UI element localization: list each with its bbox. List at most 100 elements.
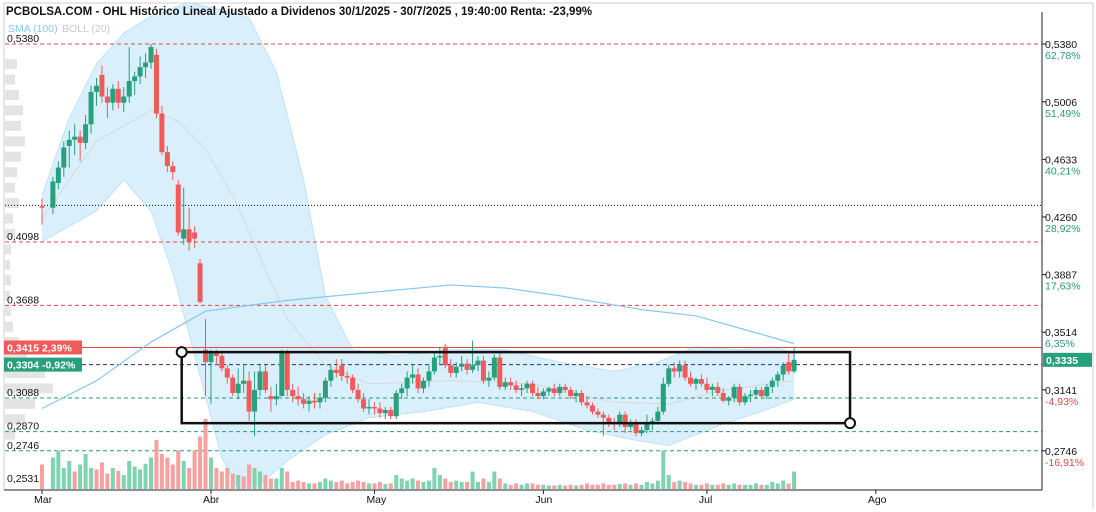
volume-bar (268, 478, 273, 489)
volume-bar (154, 440, 159, 489)
right-price-label: 0,3887 (1045, 270, 1077, 282)
volume-bar (764, 484, 769, 489)
candle-body (437, 355, 443, 358)
candle-body (333, 369, 339, 373)
volume-bar (585, 483, 589, 489)
candle-body (39, 206, 45, 208)
volume-profile-bar (5, 182, 15, 193)
candle-body (50, 181, 56, 208)
candle-body (764, 386, 770, 397)
volume-bar (699, 484, 704, 489)
candle-body (322, 380, 328, 398)
candle-body (164, 152, 170, 167)
candle-body (252, 389, 258, 412)
volume-bar (655, 480, 660, 489)
candle-body (497, 357, 503, 387)
candle-body (115, 88, 121, 103)
volume-bar (159, 454, 164, 489)
volume-bar (666, 475, 671, 489)
candle-body (431, 357, 437, 372)
candle-body (301, 399, 307, 404)
month-label: Ago (868, 494, 887, 506)
candle-body (769, 380, 775, 387)
volume-bar (416, 480, 421, 489)
volume-bar (644, 482, 649, 489)
volume-bar (426, 480, 431, 489)
candle-body (622, 414, 628, 428)
volume-bar (89, 468, 94, 489)
volume-bar (454, 480, 459, 489)
volume-bar (214, 468, 219, 489)
candle-body (355, 389, 361, 400)
volume-bar (557, 484, 562, 489)
candle-body (66, 139, 72, 146)
volume-profile-bar (5, 59, 17, 70)
volume-bar (50, 457, 55, 489)
candle-body (491, 357, 497, 378)
volume-bar (181, 461, 186, 489)
candle-body (197, 263, 203, 302)
range-box-rect (180, 350, 852, 425)
volume-profile-bar (5, 105, 23, 116)
candle-body (524, 383, 530, 389)
volume-bar (590, 484, 595, 489)
volume-bar (388, 483, 393, 489)
volume-bar (345, 483, 350, 489)
volume-bar (481, 478, 486, 489)
volume-bar (530, 483, 535, 489)
right-price-label: 0,3141 (1045, 385, 1077, 397)
candle-body (628, 423, 634, 428)
volume-bar (258, 471, 262, 489)
volume-profile-bar (5, 398, 35, 409)
volume-bar (552, 485, 557, 489)
candle-body (126, 81, 132, 97)
volume-bar (279, 468, 284, 489)
candle-body (121, 96, 127, 103)
volume-bar (710, 484, 715, 489)
candle-body (557, 386, 563, 394)
volume-bar (105, 473, 110, 489)
candle-body (698, 379, 704, 384)
candle-body (584, 402, 590, 406)
volume-bar (317, 482, 322, 489)
candle-body (393, 393, 399, 417)
volume-bar (650, 483, 655, 489)
volume-bar (743, 484, 748, 489)
volume-bar (252, 468, 257, 489)
candle-body (77, 136, 83, 143)
bollinger-mid-line (41, 109, 795, 405)
right-price-label: 0,5006 (1045, 97, 1077, 109)
volume-bar (176, 450, 181, 489)
volume-bar (285, 471, 290, 489)
month-label: Jun (535, 494, 552, 506)
month-label: Jul (699, 494, 712, 506)
candle-body (148, 47, 154, 63)
right-price-label: 0,4260 (1045, 212, 1077, 224)
volume-bar (574, 485, 579, 489)
candle-body (361, 399, 367, 409)
volume-bar (672, 482, 677, 489)
volume-bar (568, 484, 573, 489)
volume-bar (208, 457, 213, 489)
candle-body (399, 388, 405, 394)
volume-bar (94, 469, 99, 489)
candle-body (737, 386, 743, 403)
volume-bar (83, 454, 88, 489)
volume-bar (541, 484, 546, 489)
volume-bar (617, 484, 622, 489)
volume-profile-bar (5, 213, 13, 224)
candle-body (600, 414, 606, 418)
volume-bar (704, 483, 709, 489)
volume-bar (61, 468, 66, 489)
range-box-handle-end (844, 417, 857, 430)
volume-bar (301, 482, 306, 489)
candle-body (137, 67, 143, 77)
candle-body (203, 349, 208, 363)
candle-body (262, 371, 268, 390)
volume-bar (606, 484, 611, 489)
candle-body (110, 88, 116, 103)
volume-bar (236, 475, 241, 489)
